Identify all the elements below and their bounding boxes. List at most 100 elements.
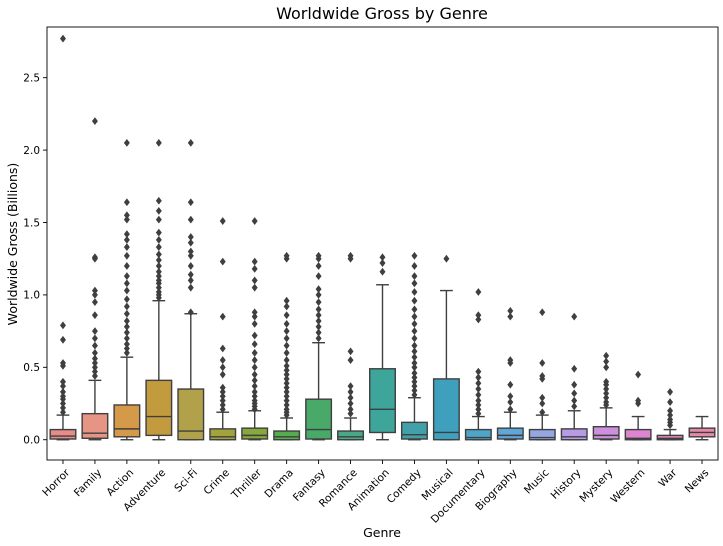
outlier-point (187, 270, 194, 279)
outlier-point (155, 215, 162, 224)
outlier-point (283, 319, 290, 328)
outlier-point (251, 382, 258, 391)
outlier-point (91, 341, 98, 350)
iqr-box (369, 368, 396, 434)
outlier-point (411, 305, 418, 314)
iqr-box (273, 430, 301, 441)
outlier-point (219, 405, 226, 414)
outlier-point (187, 238, 194, 247)
outlier-point (251, 370, 258, 379)
outlier-point (411, 296, 418, 305)
outlier-point (155, 267, 162, 276)
outlier-point (347, 356, 354, 364)
outlier-point (251, 376, 258, 385)
outlier-point (667, 398, 674, 406)
outlier-point (91, 291, 98, 299)
outlier-point (667, 388, 674, 396)
outlier-point (411, 386, 418, 395)
outlier-point (475, 390, 482, 399)
iqr-box (305, 398, 333, 440)
outlier-point (411, 341, 418, 350)
outlier-point (59, 359, 66, 367)
iqr-box (113, 404, 141, 438)
outlier-point (59, 388, 66, 396)
outlier-point (283, 401, 290, 409)
outlier-point (571, 396, 578, 405)
outlier-point (475, 405, 482, 414)
outlier-point (283, 334, 290, 343)
outlier-point (283, 251, 290, 260)
outlier-point (667, 415, 674, 424)
outlier-point (475, 409, 482, 418)
outlier-point (219, 312, 226, 321)
outlier-point (315, 291, 322, 299)
outlier-point (91, 354, 98, 363)
outlier-point (155, 228, 162, 237)
outlier-point (315, 298, 322, 307)
box-group-action: Action (104, 138, 141, 499)
outlier-point (603, 398, 610, 406)
outlier-point (315, 328, 322, 337)
outlier-point (283, 370, 290, 379)
y-tick-label: 2.0 (23, 145, 40, 157)
y-tick-label: 1.5 (23, 217, 40, 229)
outlier-point (219, 392, 226, 401)
outlier-point (187, 283, 194, 292)
outlier-point (411, 272, 418, 280)
outlier-point (187, 247, 194, 256)
outlier-point (59, 403, 66, 412)
outlier-point (315, 317, 322, 325)
outlier-point (59, 399, 66, 408)
outlier-point (91, 253, 98, 262)
outlier-point (251, 319, 258, 328)
box-group-musical: Musical (419, 254, 460, 503)
outlier-point (123, 295, 130, 304)
outlier-point (315, 311, 322, 320)
outlier-point (251, 264, 258, 273)
outlier-point (379, 259, 386, 267)
outlier-point (123, 138, 130, 147)
outlier-point (411, 327, 418, 336)
outlier-point (347, 251, 354, 260)
x-axis-title: Genre (363, 525, 401, 540)
outlier-point (283, 375, 290, 383)
outlier-point (123, 251, 130, 260)
outlier-point (315, 305, 322, 314)
outlier-point (187, 233, 194, 241)
outlier-point (603, 351, 610, 360)
outlier-point (251, 348, 258, 357)
outlier-point (59, 382, 66, 391)
outlier-point (251, 217, 258, 225)
outlier-point (123, 328, 130, 337)
outlier-point (91, 311, 98, 320)
outlier-point (315, 322, 322, 331)
outlier-point (123, 215, 130, 224)
outlier-point (59, 335, 66, 344)
outlier-point (219, 383, 226, 392)
outlier-point (219, 388, 226, 396)
outlier-point (507, 405, 514, 414)
y-axis-title: Worldwide Gross (Billions) (5, 163, 20, 326)
outlier-point (283, 356, 290, 364)
outlier-point (251, 396, 258, 405)
outlier-point (315, 334, 322, 343)
outlier-point (187, 251, 194, 260)
outlier-point (219, 356, 226, 364)
outlier-point (539, 359, 546, 367)
outlier-point (347, 347, 354, 356)
outlier-point (219, 217, 226, 225)
y-tick-label: 0.0 (23, 435, 40, 447)
outlier-point (251, 283, 258, 292)
outlier-point (123, 322, 130, 331)
outlier-point (155, 256, 162, 265)
iqr-box (496, 427, 524, 440)
outlier-point (475, 373, 482, 382)
outlier-point (155, 276, 162, 285)
outlier-point (251, 276, 258, 285)
outlier-point (219, 370, 226, 379)
outlier-point (155, 138, 162, 147)
outlier-point (155, 250, 162, 259)
outlier-point (411, 390, 418, 399)
outlier-point (571, 389, 578, 398)
outlier-point (91, 327, 98, 336)
